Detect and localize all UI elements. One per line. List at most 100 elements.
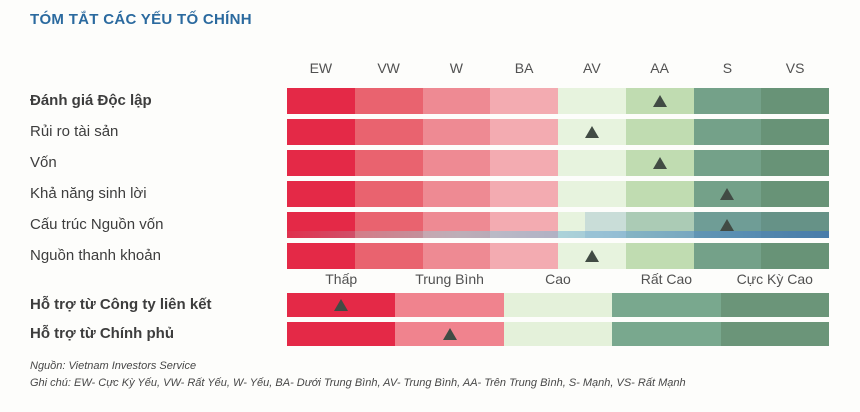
rating-cell-VS: [761, 88, 829, 114]
rating-cell-VS: [761, 212, 829, 238]
factor-row: Vốn: [0, 150, 860, 176]
rating-cell-W: [422, 119, 491, 145]
factor-label: Cấu trúc Nguồn vốn: [30, 216, 164, 233]
rating-cell-EW: [287, 119, 355, 145]
rating-cell-VW: [354, 119, 423, 145]
rating-bar: [287, 181, 829, 207]
factor-row: Nguồn thanh khoản: [0, 243, 860, 269]
rating-cell-BA: [490, 243, 558, 269]
rating-cell-VW: [354, 212, 423, 238]
rating-cell-S: [693, 119, 762, 145]
rating-cell-Rất Cao: [612, 293, 721, 317]
rating-cell-EW: [287, 150, 355, 176]
rating-bar: [287, 212, 829, 238]
support-scale-label-3: Cao: [545, 271, 571, 287]
rating-cell-S: [693, 88, 762, 114]
rating-cell-BA: [490, 150, 558, 176]
rating-bar: [287, 150, 829, 176]
rating-bar: [287, 88, 829, 114]
rating-cell-EW: [287, 88, 355, 114]
support-scale-label-5: Cực Kỳ Cao: [736, 271, 813, 287]
rating-cell-EW: [287, 181, 355, 207]
rating-cell-W: [422, 181, 491, 207]
rating-cell-Thấp: [287, 322, 396, 346]
rating-cell-Trung Bình: [395, 293, 504, 317]
factor-label: Nguồn thanh khoản: [30, 247, 161, 264]
factor-label: Hỗ trợ từ Chính phủ: [30, 325, 174, 342]
rating-cell-EW: [287, 243, 355, 269]
support-scale-label-1: Thấp: [325, 271, 358, 287]
rating-cell-VW: [354, 181, 423, 207]
rating-cell-W: [422, 212, 491, 238]
factor-label: Đánh giá Độc lập: [30, 92, 152, 109]
rating-cell-AA: [625, 181, 694, 207]
scale-label-5: AV: [583, 60, 601, 76]
rating-cell-W: [422, 150, 491, 176]
triangle-marker-icon: [584, 250, 599, 262]
factor-label: Vốn: [30, 154, 57, 171]
triangle-marker-icon: [652, 95, 667, 107]
factor-row: Rủi ro tài sản: [0, 119, 860, 145]
factor-label: Hỗ trợ từ Công ty liên kết: [30, 296, 212, 313]
scale-label-1: EW: [309, 60, 333, 76]
rating-cell-AV: [558, 88, 626, 114]
scale-label-3: W: [449, 60, 463, 76]
rating-bar: [287, 119, 829, 145]
triangle-marker-icon: [334, 299, 349, 311]
rating-cell-EW: [287, 212, 355, 238]
source-note: Nguồn: Vietnam Investors Service: [30, 360, 197, 372]
rating-cell-AV: [558, 212, 626, 238]
scale-label-6: AA: [650, 60, 669, 76]
rating-cell-AV: [558, 150, 626, 176]
scale-label-2: VW: [377, 60, 400, 76]
rating-cell-VW: [354, 88, 423, 114]
rating-cell-BA: [490, 181, 558, 207]
rating-cell-BA: [490, 88, 558, 114]
support-row: Hỗ trợ từ Công ty liên kết: [0, 293, 860, 317]
support-row: Hỗ trợ từ Chính phủ: [0, 322, 860, 346]
scale-label-8: VS: [785, 60, 805, 76]
scale-label-7: S: [722, 60, 733, 76]
rating-bar: [287, 243, 829, 269]
factor-row: Đánh giá Độc lập: [0, 88, 860, 114]
rating-cell-Cao: [503, 293, 613, 317]
scale-label-4: BA: [514, 60, 534, 76]
factor-row: Khả năng sinh lời: [0, 181, 860, 207]
rating-cell-BA: [490, 119, 558, 145]
rating-cell-Cực Kỳ Cao: [720, 293, 830, 317]
rating-cell-VS: [761, 243, 829, 269]
rating-cell-AA: [625, 243, 694, 269]
rating-cell-Rất Cao: [612, 322, 721, 346]
rating-cell-BA: [490, 212, 558, 238]
rating-cell-S: [693, 243, 762, 269]
page-title: TÓM TẮT CÁC YẾU TỐ CHÍNH: [30, 11, 252, 28]
rating-cell-AV: [558, 181, 626, 207]
rating-cell-VW: [354, 150, 423, 176]
rating-cell-W: [422, 88, 491, 114]
triangle-marker-icon: [652, 157, 667, 169]
rating-cell-AA: [625, 119, 694, 145]
rating-cell-VW: [354, 243, 423, 269]
triangle-marker-icon: [720, 219, 735, 231]
rating-cell-Cao: [503, 322, 613, 346]
rating-bar: [287, 293, 830, 317]
rating-cell-S: [693, 150, 762, 176]
support-scale-label-4: Rất Cao: [640, 271, 693, 287]
legend-note: Ghi chú: EW- Cực Kỳ Yếu, VW- Rất Yếu, W-…: [30, 377, 686, 389]
rating-cell-Cực Kỳ Cao: [720, 322, 830, 346]
rating-cell-W: [422, 243, 491, 269]
triangle-marker-icon: [720, 188, 735, 200]
rating-bar: [287, 322, 830, 346]
rating-cell-VS: [761, 150, 829, 176]
rating-cell-VS: [761, 119, 829, 145]
support-scale-label-2: Trung Bình: [415, 271, 484, 287]
factor-label: Rủi ro tài sản: [30, 123, 119, 140]
factor-label: Khả năng sinh lời: [30, 185, 147, 202]
rating-cell-VS: [761, 181, 829, 207]
rating-scale-header: EW VW W BA AV AA S VS: [0, 60, 860, 78]
triangle-marker-icon: [584, 126, 599, 138]
rating-cell-AA: [625, 212, 694, 238]
factor-row: Cấu trúc Nguồn vốn: [0, 212, 860, 238]
triangle-marker-icon: [442, 328, 457, 340]
